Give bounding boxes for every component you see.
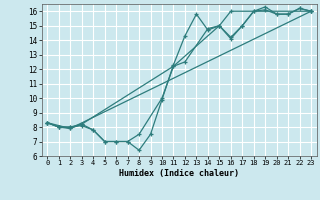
X-axis label: Humidex (Indice chaleur): Humidex (Indice chaleur) [119, 169, 239, 178]
